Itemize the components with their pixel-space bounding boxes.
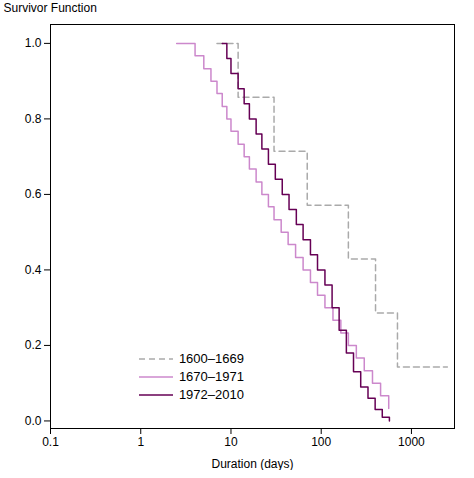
svg-text:0.8: 0.8 xyxy=(25,112,42,126)
svg-text:1: 1 xyxy=(137,435,144,449)
svg-text:100: 100 xyxy=(311,435,331,449)
svg-text:0.6: 0.6 xyxy=(25,187,42,201)
svg-text:0.4: 0.4 xyxy=(25,263,42,277)
svg-text:0.1: 0.1 xyxy=(42,435,59,449)
svg-text:1000: 1000 xyxy=(398,435,425,449)
html-text:1972–2010: 1972–2010 xyxy=(178,386,244,402)
html-text:1600–1669: 1600–1669 xyxy=(178,350,244,366)
svg-text:Duration (days): Duration (days) xyxy=(211,457,293,471)
html-text:1670–1971: 1670–1971 xyxy=(178,368,244,384)
svg-text:1.0: 1.0 xyxy=(25,36,42,50)
svg-text:Survivor Function: Survivor Function xyxy=(4,1,97,15)
svg-text:10: 10 xyxy=(224,435,238,449)
svg-text:0.2: 0.2 xyxy=(25,338,42,352)
svg-text:0.0: 0.0 xyxy=(25,414,42,428)
